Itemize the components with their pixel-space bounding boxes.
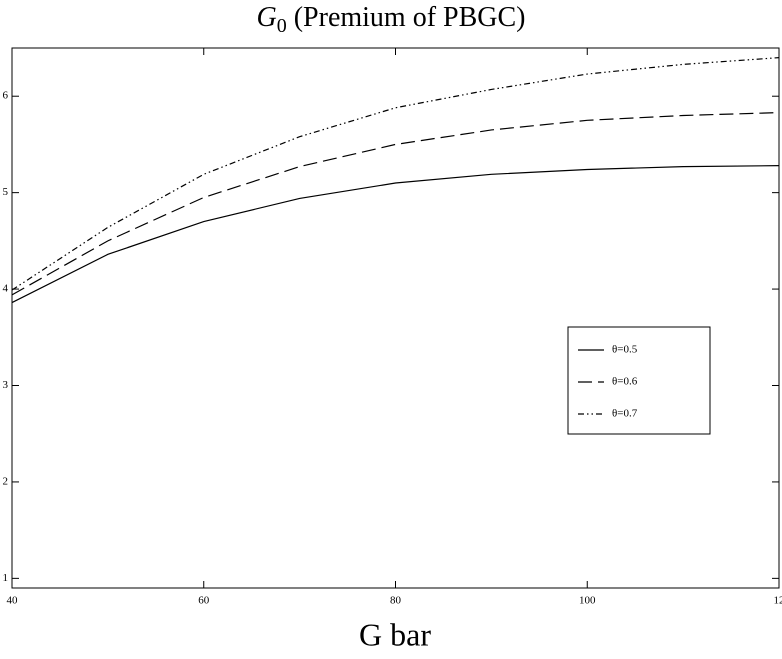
plot-frame bbox=[11, 47, 780, 589]
x-axis-label: G bar bbox=[359, 616, 431, 652]
legend: θ=0.5 θ=0.6 θ=0.7 bbox=[567, 326, 711, 435]
x-tick-label: 12 bbox=[774, 595, 782, 607]
y-tick-label: 5 bbox=[3, 186, 9, 198]
legend-box bbox=[567, 326, 711, 435]
x-tick-label: 80 bbox=[390, 595, 402, 607]
chart-title: G0 (Premium of PBGC) bbox=[256, 2, 525, 36]
title-symbol: G bbox=[256, 2, 276, 33]
y-tick-label: 2 bbox=[3, 475, 9, 487]
y-tick-label: 3 bbox=[3, 379, 9, 391]
title-subscript: 0 bbox=[277, 15, 287, 37]
x-tick-label: 60 bbox=[198, 595, 210, 607]
y-tick-label: 4 bbox=[3, 283, 9, 295]
legend-label: θ=0.7 bbox=[612, 408, 638, 420]
line-series bbox=[11, 112, 780, 296]
title-text: (Premium of PBGC) bbox=[294, 2, 526, 33]
y-tick-label: 6 bbox=[3, 90, 9, 102]
y-tick-label: 1 bbox=[3, 572, 9, 584]
line-series bbox=[11, 165, 780, 304]
x-tick-label: 100 bbox=[579, 595, 596, 607]
x-tick-label: 40 bbox=[7, 595, 19, 607]
legend-label: θ=0.6 bbox=[612, 376, 638, 388]
legend-label: θ=0.5 bbox=[612, 344, 638, 356]
line-series bbox=[11, 57, 780, 291]
